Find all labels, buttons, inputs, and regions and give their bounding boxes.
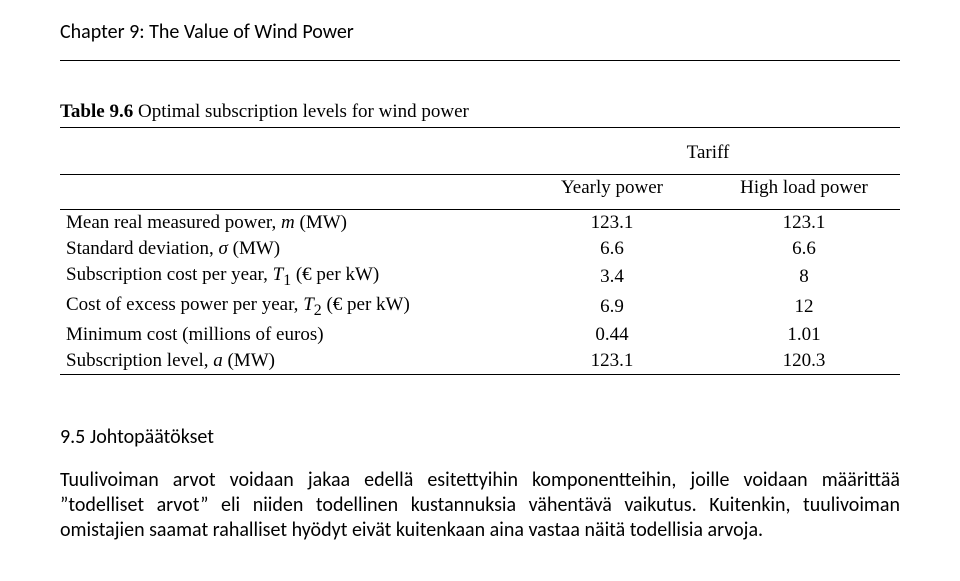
table-row: Minimum cost (millions of euros) 0.44 1.… (60, 322, 900, 348)
tariff-header: Tariff (516, 140, 900, 166)
row-label: Mean real measured power, m (MW) (60, 210, 516, 237)
table-label: Table (60, 101, 105, 122)
data-table: Tariff Yearly power High load power Mean… (60, 127, 900, 375)
table-row: Standard deviation, σ (MW) 6.6 6.6 (60, 236, 900, 262)
section-title-text: Johtopäätökset (90, 425, 214, 449)
row-yearly: 0.44 (516, 322, 708, 348)
row-high: 8 (708, 262, 900, 292)
row-high: 1.01 (708, 322, 900, 348)
page: Chapter 9: The Value of Wind Power Table… (0, 0, 960, 543)
column-header-row: Yearly power High load power (60, 175, 900, 202)
table-row: Subscription cost per year, T1 (€ per kW… (60, 262, 900, 292)
row-yearly: 6.6 (516, 236, 708, 262)
tariff-header-row: Tariff (60, 140, 900, 166)
row-high: 123.1 (708, 210, 900, 237)
table-row: Cost of excess power per year, T2 (€ per… (60, 292, 900, 322)
table-caption: Table 9.6 Optimal subscription levels fo… (60, 101, 900, 123)
row-label: Minimum cost (millions of euros) (60, 322, 516, 348)
row-label: Standard deviation, σ (MW) (60, 236, 516, 262)
section-number: 9.5 (60, 425, 85, 449)
row-high: 6.6 (708, 236, 900, 262)
table-caption-text: Optimal subscription levels for wind pow… (138, 101, 469, 122)
body-section: 9.5 Johtopäätökset Tuulivoiman arvot voi… (60, 425, 900, 543)
col-high: High load power (708, 175, 900, 202)
table-number: 9.6 (109, 101, 133, 122)
row-high: 12 (708, 292, 900, 322)
row-yearly: 3.4 (516, 262, 708, 292)
row-label: Subscription cost per year, T1 (€ per kW… (60, 262, 516, 292)
table-row: Mean real measured power, m (MW) 123.1 1… (60, 210, 900, 237)
table-row: Subscription level, a (MW) 123.1 120.3 (60, 348, 900, 375)
row-yearly: 123.1 (516, 210, 708, 237)
section-heading: 9.5 Johtopäätökset (60, 425, 900, 450)
col-yearly: Yearly power (516, 175, 708, 202)
paragraph: Tuulivoiman arvot voidaan jakaa edellä e… (60, 468, 900, 543)
row-yearly: 6.9 (516, 292, 708, 322)
header-rule (60, 60, 900, 61)
row-high: 120.3 (708, 348, 900, 375)
row-label: Subscription level, a (MW) (60, 348, 516, 375)
row-label: Cost of excess power per year, T2 (€ per… (60, 292, 516, 322)
chapter-header: Chapter 9: The Value of Wind Power (60, 20, 900, 54)
row-yearly: 123.1 (516, 348, 708, 375)
